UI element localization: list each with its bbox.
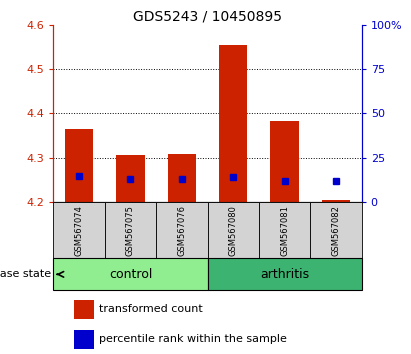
Text: disease state: disease state [0, 269, 51, 279]
Bar [168, 154, 196, 202]
Bar [208, 202, 259, 258]
Bar [322, 200, 350, 202]
Text: GSM567082: GSM567082 [332, 205, 340, 256]
Bar [116, 155, 145, 202]
Text: percentile rank within the sample: percentile rank within the sample [99, 334, 287, 344]
Text: transformed count: transformed count [99, 304, 203, 314]
Bar [259, 202, 310, 258]
Text: GSM567074: GSM567074 [75, 205, 83, 256]
Bar [74, 300, 94, 319]
Bar [74, 330, 94, 349]
Text: GSM567076: GSM567076 [178, 205, 186, 256]
Bar [65, 129, 93, 202]
Text: control: control [109, 268, 152, 281]
Bar [208, 258, 362, 290]
Bar [53, 202, 105, 258]
Text: GSM567081: GSM567081 [280, 205, 289, 256]
Bar [270, 121, 299, 202]
Bar [156, 202, 208, 258]
Bar [53, 258, 208, 290]
Text: arthritis: arthritis [260, 268, 309, 281]
Text: GSM567080: GSM567080 [229, 205, 238, 256]
Bar [219, 45, 247, 202]
Text: GSM567075: GSM567075 [126, 205, 135, 256]
Title: GDS5243 / 10450895: GDS5243 / 10450895 [133, 10, 282, 24]
Bar [105, 202, 156, 258]
Bar [310, 202, 362, 258]
